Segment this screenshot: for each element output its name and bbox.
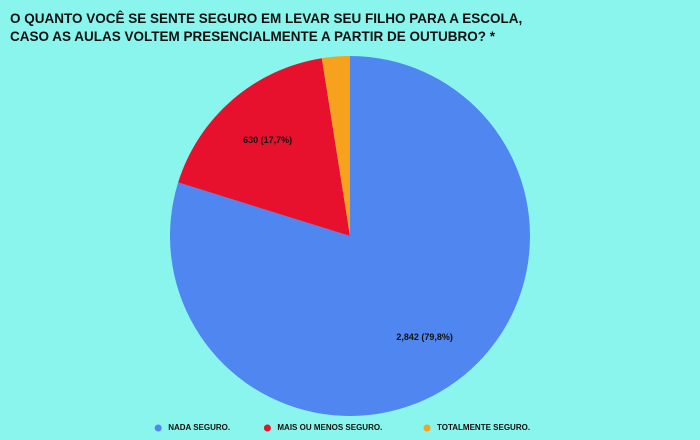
legend-label: MAIS OU MENOS SEGURO. [277, 423, 382, 432]
pie-slice [321, 56, 350, 236]
chart-title: O QUANTO VOCÊ SE SENTE SEGURO EM LEVAR S… [10, 11, 523, 44]
legend-marker [263, 424, 271, 432]
data-label: 2,842 (79,8%) [396, 332, 453, 342]
legend-marker [154, 424, 162, 432]
data-label: 630 (17,7%) [243, 135, 292, 145]
legend-label: NADA SEGURO. [168, 423, 230, 432]
legend-marker [423, 424, 431, 432]
legend-label: TOTALMENTE SEGURO. [437, 423, 530, 432]
pie-slice [178, 58, 350, 236]
